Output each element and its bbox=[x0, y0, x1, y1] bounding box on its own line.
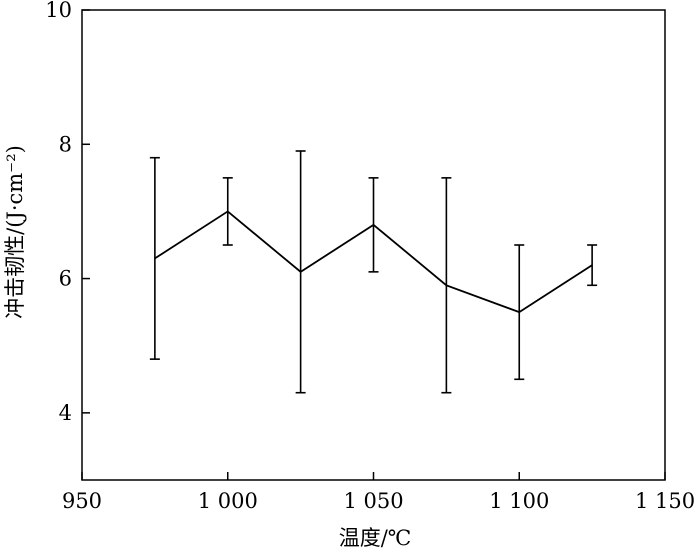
y-tick-label: 8 bbox=[59, 132, 72, 156]
chart-marks: 950 1 000 1 050 1 100 1 150 4 6 8 10 bbox=[45, 0, 695, 513]
x-tick-label: 1 050 bbox=[343, 489, 403, 513]
x-tick-label: 1 100 bbox=[489, 489, 549, 513]
series-line bbox=[154, 210, 593, 314]
x-tick-label: 1 150 bbox=[635, 489, 695, 513]
x-tick-label: 950 bbox=[62, 489, 102, 513]
x-tick-label: 1 000 bbox=[198, 489, 258, 513]
y-tick-label: 4 bbox=[59, 401, 72, 425]
x-axis-label: 温度/℃ bbox=[339, 526, 412, 550]
y-axis-label: 冲击韧性/(J·cm⁻²) bbox=[3, 145, 27, 319]
y-tick-label: 10 bbox=[45, 0, 72, 22]
y-tick-label: 6 bbox=[59, 267, 72, 291]
